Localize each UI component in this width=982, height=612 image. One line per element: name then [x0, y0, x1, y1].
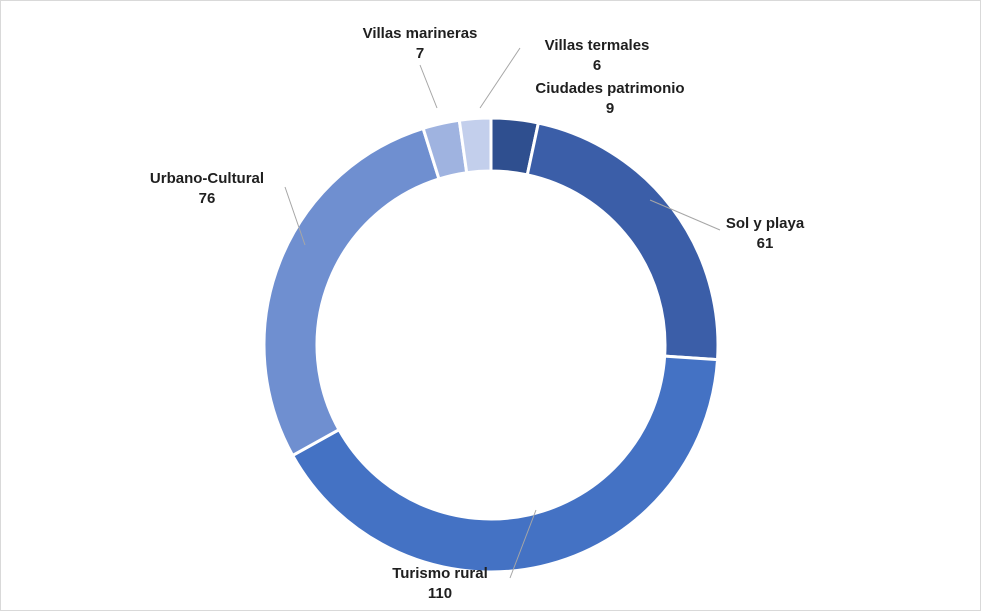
- data-labels-group: Ciudades patrimonio 9 Sol y playa 61 Turismo…: [150, 25, 805, 602]
- slice-sol-y-playa: [525, 121, 720, 362]
- data-label-value-urbano-cultural: 76: [199, 190, 216, 207]
- data-label-value-turismo-rural: 110: [428, 585, 452, 602]
- data-label-name-villas-termales: Villas termales: [545, 37, 650, 54]
- data-label-name-urbano-cultural: Urbano-Cultural: [150, 170, 264, 187]
- data-label-name-ciudades-patrimonio: Ciudades patrimonio: [535, 80, 684, 97]
- data-label-value-villas-marineras: 7: [416, 45, 424, 62]
- data-label-value-villas-termales: 6: [593, 57, 601, 74]
- leader-line-villas-marineras: [419, 64, 438, 109]
- leader-line-urbano-cultural: [284, 186, 306, 246]
- slice-villas-termales: [457, 116, 493, 175]
- slices-group: [262, 116, 720, 574]
- data-label-name-sol-y-playa: Sol y playa: [726, 215, 805, 232]
- leader-line-turismo-rural: [509, 509, 537, 579]
- data-label-value-sol-y-playa: 61: [757, 235, 774, 252]
- leader-lines-group: [284, 47, 721, 579]
- data-label-value-ciudades-patrimonio: 9: [606, 100, 614, 117]
- leader-line-sol-y-playa: [649, 199, 721, 231]
- slice-turismo-rural: [291, 354, 720, 574]
- slice-urbano-cultural: [262, 126, 441, 457]
- leader-line-villas-termales: [479, 47, 521, 109]
- data-label-name-villas-marineras: Villas marineras: [363, 25, 478, 42]
- data-label-name-turismo-rural: Turismo rural: [392, 565, 488, 582]
